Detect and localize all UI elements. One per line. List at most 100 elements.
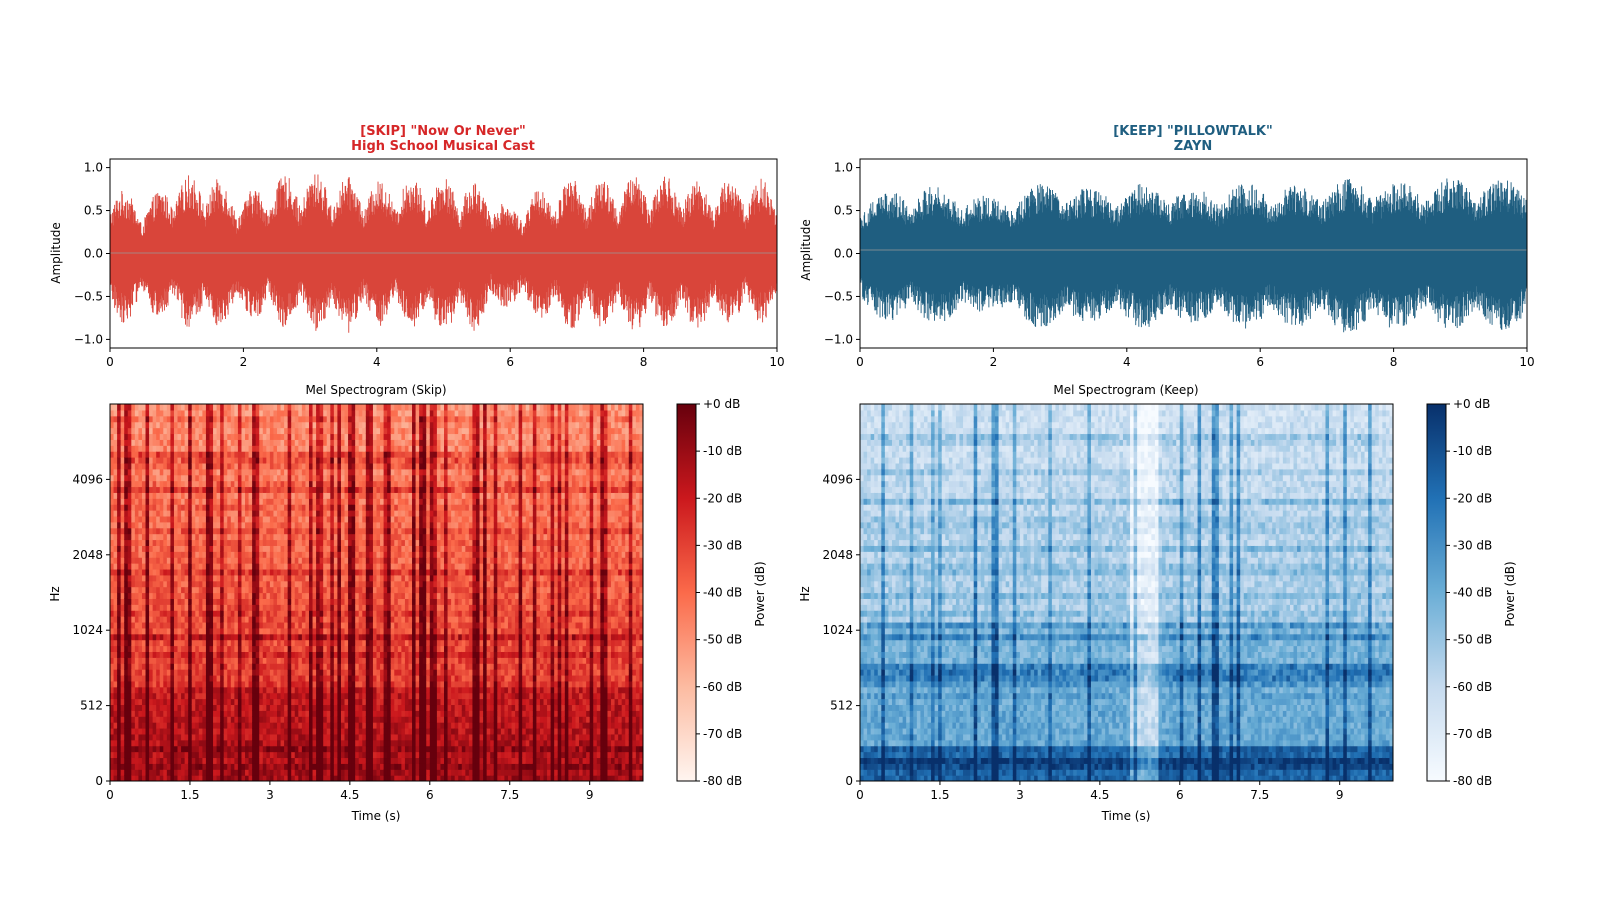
spectrogram-cell: [223, 551, 228, 558]
spectrogram-cell: [237, 669, 243, 676]
spectrogram-cell: [280, 674, 285, 682]
spectrogram-cell: [277, 486, 282, 493]
spectrogram-cell: [163, 557, 168, 564]
spectrogram-cell: [156, 692, 161, 700]
spectrogram-cell: [355, 733, 360, 741]
spectrogram-cell: [237, 539, 243, 546]
spectrogram-cell: [365, 557, 370, 564]
spectrogram-cell: [188, 639, 193, 647]
spectrogram-cell: [223, 545, 228, 552]
spectrogram-cell: [330, 557, 335, 564]
spectrogram-cell: [177, 510, 182, 517]
spectrogram-cell: [319, 515, 324, 523]
spectrogram-cell: [326, 775, 331, 781]
spectrogram-cell: [301, 657, 307, 664]
spectrogram-cell: [298, 563, 303, 570]
spectrogram-cell: [198, 574, 203, 582]
spectrogram-cell: [362, 486, 367, 493]
spectrogram-cell: [181, 404, 186, 411]
spectrogram-cell: [202, 739, 207, 747]
spectrogram-cell: [291, 757, 296, 764]
spectrogram-cell: [234, 592, 239, 599]
spectrogram-cell: [234, 651, 239, 658]
spectrogram-cell: [188, 433, 193, 440]
spectrogram-cell: [138, 674, 143, 682]
spectrogram-cell: [308, 692, 314, 700]
spectrogram-cell: [230, 421, 235, 429]
spectrogram-cell: [110, 451, 115, 458]
spectrogram-cell: [213, 692, 218, 700]
spectrogram-cell: [127, 751, 132, 759]
spectrogram-cell: [198, 621, 203, 629]
spectrogram-cell: [273, 657, 278, 664]
spectrogram-cell: [124, 486, 129, 493]
spectrogram-cell: [316, 645, 321, 653]
spectrogram-cell: [117, 698, 122, 706]
spectrogram-cell: [284, 568, 289, 576]
spectrogram-cell: [173, 627, 179, 635]
spectrogram-cell: [134, 633, 140, 641]
spectrogram-cell: [138, 686, 143, 694]
spectrogram-cell: [323, 451, 328, 458]
spectrogram-cell: [124, 657, 129, 664]
spectrogram-cell: [344, 427, 349, 435]
spectrogram-cell: [237, 498, 243, 505]
spectrogram-cell: [195, 409, 200, 417]
spectrogram-cell: [298, 704, 303, 711]
spectrogram-cell: [117, 775, 122, 781]
spectrogram-cell: [323, 404, 328, 411]
spectrogram-cell: [127, 409, 132, 417]
spectrogram-cell: [223, 462, 228, 470]
spectrogram-cell: [248, 657, 253, 664]
spectrogram-cell: [380, 504, 385, 511]
spectrogram-cell: [237, 521, 243, 529]
spectrogram-cell: [134, 433, 140, 440]
spectrogram-cell: [308, 574, 314, 582]
spectrogram-cell: [223, 468, 228, 476]
spectrogram-cell: [209, 421, 214, 429]
spectrogram-cell: [124, 733, 129, 741]
spectrogram-cell: [269, 551, 275, 558]
spectrogram-cell: [301, 610, 307, 617]
spectrogram-cell: [127, 763, 132, 770]
spectrogram-cell: [134, 421, 140, 429]
spectrogram-cell: [156, 521, 161, 529]
spectrogram-cell: [173, 745, 179, 753]
spectrogram-cell: [205, 598, 211, 605]
spectrogram-cell: [262, 439, 267, 446]
spectrogram-cell: [266, 710, 271, 717]
y-tick-label: 1.0: [834, 161, 853, 175]
spectrogram-cell: [358, 745, 363, 753]
spectrogram-cell: [301, 557, 307, 564]
spectrogram-cell: [110, 439, 115, 446]
spectrogram-cell: [252, 651, 257, 658]
spectrogram-cell: [380, 486, 385, 493]
spectrogram-cell: [358, 592, 363, 599]
spectrogram-cell: [220, 563, 225, 570]
spectrogram-cell: [198, 751, 203, 759]
spectrogram-cell: [230, 515, 235, 523]
spectrogram-cell: [326, 598, 331, 605]
spectrogram-cell: [141, 457, 147, 464]
spectrogram-cell: [380, 692, 385, 700]
spectrogram-cell: [337, 727, 342, 735]
spectrogram-cell: [337, 480, 342, 488]
spectrogram-cell: [380, 710, 385, 717]
spectrogram-cell: [127, 468, 132, 476]
spectrogram-cell: [188, 621, 193, 629]
spectrogram-cell: [170, 586, 175, 594]
spectrogram-cell: [223, 557, 228, 564]
spectrogram-cell: [355, 674, 360, 682]
spectrogram-cell: [269, 610, 275, 617]
spectrogram-cell: [252, 639, 257, 647]
spectrogram-cell: [159, 580, 164, 588]
spectrogram-cell: [330, 498, 335, 505]
spectrogram-cell: [113, 586, 118, 594]
spectrogram-cell: [248, 763, 253, 770]
spectrogram-cell: [245, 710, 250, 717]
spectrogram-cell: [319, 710, 324, 717]
spectrogram-cell: [323, 433, 328, 440]
spectrogram-cell: [134, 533, 140, 541]
spectrogram-cell: [308, 533, 314, 541]
spectrogram-cell: [227, 733, 232, 741]
